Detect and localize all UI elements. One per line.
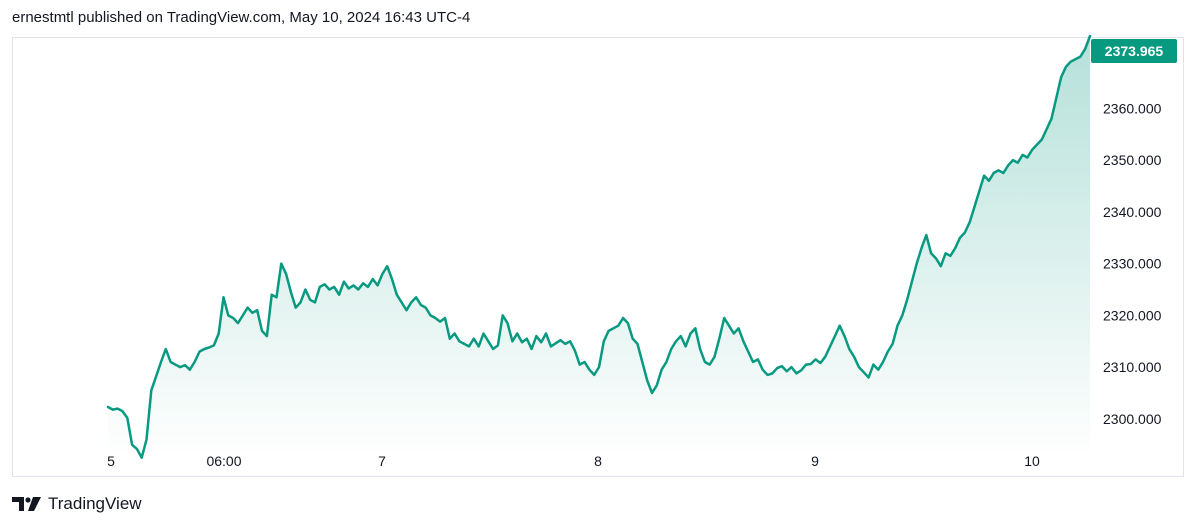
footer: TradingView — [12, 494, 142, 514]
y-tick-label: 2350.000 — [1103, 152, 1162, 168]
x-tick-label: 8 — [594, 453, 602, 469]
last-price-background — [1091, 39, 1177, 63]
y-tick-label: 2320.000 — [1103, 307, 1162, 323]
y-tick-label: 2360.000 — [1103, 100, 1162, 116]
last-price-label: 2373.965 — [1091, 39, 1177, 63]
area-fill — [108, 36, 1090, 458]
price-line — [106, 34, 1092, 459]
tradingview-logo-icon — [12, 497, 41, 511]
y-tick-label: 2300.000 — [1103, 411, 1162, 427]
x-tick-label: 06:00 — [206, 453, 241, 469]
y-tick-label: 2330.000 — [1103, 256, 1162, 272]
price-chart[interactable]: 2300.000 2310.000 2320.000 2330.000 2340.000… — [0, 0, 1200, 480]
x-tick-label: 10 — [1024, 453, 1040, 469]
y-tick-label: 2310.000 — [1103, 359, 1162, 375]
x-tick-label: 7 — [378, 453, 386, 469]
x-tick-label: 5 — [107, 453, 115, 469]
x-axis: 5 06:00 7 8 9 10 — [107, 453, 1040, 469]
last-price-text: 2373.965 — [1105, 43, 1164, 59]
plot-area — [106, 34, 1092, 459]
chart-frame — [12, 37, 1184, 477]
footer-brand: TradingView — [48, 494, 142, 513]
x-tick-label: 9 — [811, 453, 819, 469]
y-axis: 2300.000 2310.000 2320.000 2330.000 2340.000… — [1103, 49, 1162, 427]
publish-info: ernestmtl published on TradingView.com, … — [12, 9, 471, 26]
y-tick-label: 2340.000 — [1103, 204, 1162, 220]
